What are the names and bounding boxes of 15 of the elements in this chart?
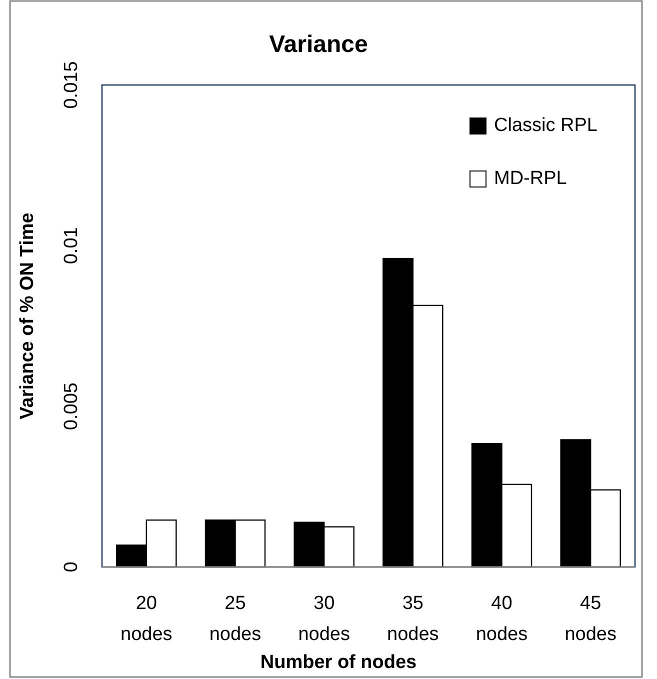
y-tick-label: 0.005	[61, 382, 82, 430]
chart-title: Variance	[269, 31, 368, 58]
y-tick-label: 0	[61, 562, 82, 572]
x-tick-label: 40 nodes	[476, 593, 528, 645]
y-axis-title: Variance of % ON Time	[17, 212, 38, 420]
x-tick-label: 25 nodes	[209, 593, 262, 645]
legend-label: MD-RPL	[494, 168, 567, 190]
x-tick-label: 45 nodes	[564, 593, 616, 645]
x-tick-label: 35 nodes	[387, 593, 439, 645]
x-axis-title: Number of nodes	[260, 652, 417, 673]
y-tick-label: 0.015	[61, 61, 82, 109]
y-tick-label: 0.01	[61, 227, 82, 264]
x-tick-label: 20 nodes	[120, 593, 172, 645]
legend-label: Classic RPL	[494, 115, 598, 136]
x-tick-label: 30 nodes	[298, 593, 350, 645]
